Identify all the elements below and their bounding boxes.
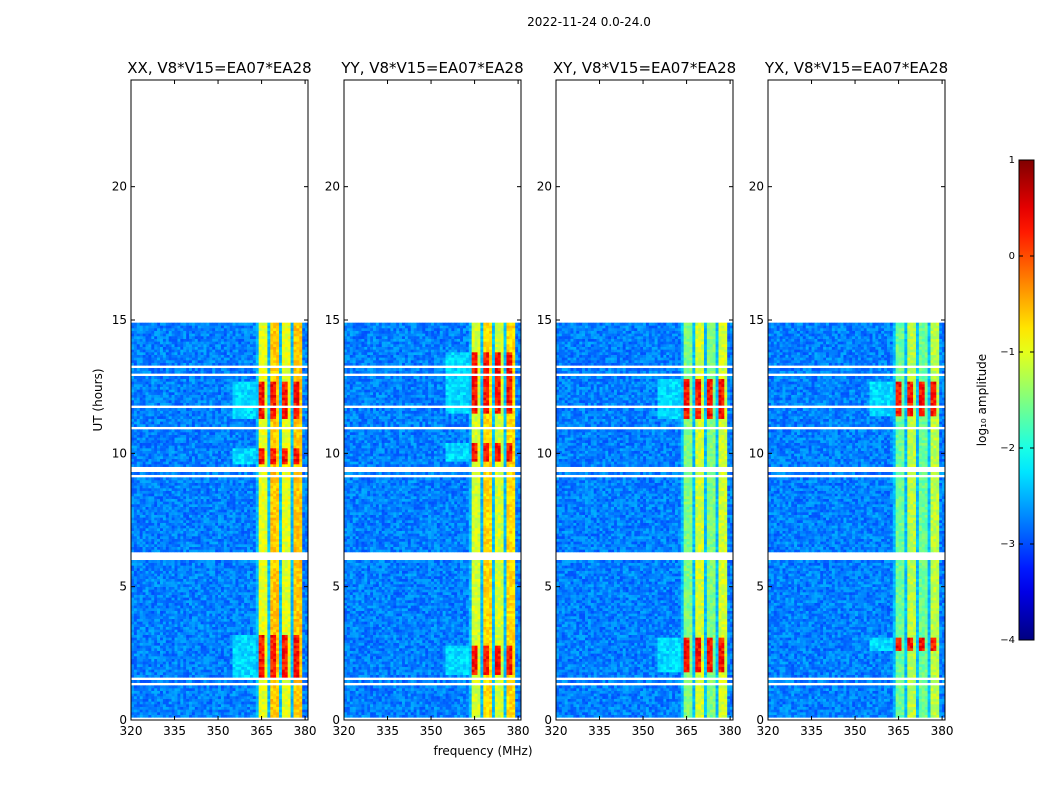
x-tick-label: 350 bbox=[207, 724, 230, 738]
x-tick-label: 365 bbox=[463, 724, 486, 738]
panel-title: XX, V8*V15=EA07*EA28 bbox=[127, 59, 311, 77]
figure-suptitle: 2022-11-24 0.0-24.0 bbox=[527, 15, 651, 29]
x-axis-label: frequency (MHz) bbox=[433, 744, 532, 758]
y-tick-label: 0 bbox=[544, 713, 552, 727]
y-tick-label: 20 bbox=[325, 180, 340, 194]
x-tick-label: 335 bbox=[800, 724, 823, 738]
x-tick-label: 380 bbox=[294, 724, 317, 738]
x-tick-label: 320 bbox=[120, 724, 143, 738]
x-tick-label: 335 bbox=[376, 724, 399, 738]
plot-frame bbox=[767, 79, 946, 721]
y-tick-label: 15 bbox=[537, 313, 552, 327]
colorbar-tick-label: −4 bbox=[1000, 635, 1015, 646]
y-tick-label: 0 bbox=[119, 713, 127, 727]
y-tick-label: 5 bbox=[756, 580, 764, 594]
x-tick-label: 335 bbox=[163, 724, 186, 738]
x-tick-label: 380 bbox=[931, 724, 954, 738]
colorbar-gradient bbox=[1018, 159, 1035, 641]
colorbar: 1 0 −1 −2 −3 −4 bbox=[1000, 155, 1035, 646]
colorbar-tick-label: −1 bbox=[1000, 347, 1015, 358]
panel-3: YX, V8*V15=EA07*EA28 320 335 350 365 380 0 5 10 1… bbox=[749, 59, 954, 738]
y-tick-label: 5 bbox=[544, 580, 552, 594]
colorbar-tick-label: −2 bbox=[1000, 443, 1015, 454]
x-tick-label: 365 bbox=[250, 724, 273, 738]
panel-title: YX, V8*V15=EA07*EA28 bbox=[764, 59, 948, 77]
panel-title: YY, V8*V15=EA07*EA28 bbox=[340, 59, 523, 77]
x-tick-label: 380 bbox=[719, 724, 742, 738]
y-tick-label: 10 bbox=[112, 446, 127, 460]
heatmap-2 bbox=[556, 322, 733, 718]
x-tick-label: 350 bbox=[844, 724, 867, 738]
x-tick-label: 335 bbox=[588, 724, 611, 738]
panels-group: XX, V8*V15=EA07*EA28 320 335 350 365 380 0 5 10 1… bbox=[112, 59, 954, 738]
y-tick-label: 10 bbox=[749, 446, 764, 460]
x-tick-label: 320 bbox=[757, 724, 780, 738]
colorbar-label: log₁₀ amplitude bbox=[975, 354, 989, 446]
x-tick-label: 365 bbox=[675, 724, 698, 738]
y-tick-label: 15 bbox=[325, 313, 340, 327]
y-tick-label: 20 bbox=[537, 180, 552, 194]
y-tick-label: 15 bbox=[112, 313, 127, 327]
y-tick-label: 10 bbox=[537, 446, 552, 460]
plot-frame bbox=[130, 79, 309, 721]
y-tick-label: 15 bbox=[749, 313, 764, 327]
heatmap-1 bbox=[344, 322, 521, 718]
plot-frame bbox=[343, 79, 522, 721]
x-tick-label: 365 bbox=[887, 724, 910, 738]
colorbar-tick-label: −3 bbox=[1000, 539, 1015, 550]
heatmap-0 bbox=[131, 322, 308, 718]
y-tick-label: 0 bbox=[756, 713, 764, 727]
x-tick-label: 320 bbox=[333, 724, 356, 738]
x-tick-label: 380 bbox=[507, 724, 530, 738]
plot-frame bbox=[555, 79, 734, 721]
panel-0: XX, V8*V15=EA07*EA28 320 335 350 365 380 0 5 10 1… bbox=[112, 59, 317, 738]
x-tick-label: 350 bbox=[632, 724, 655, 738]
y-tick-label: 20 bbox=[112, 180, 127, 194]
y-tick-label: 0 bbox=[332, 713, 340, 727]
y-axis-label: UT (hours) bbox=[91, 368, 105, 431]
panel-1: YY, V8*V15=EA07*EA28 320 335 350 365 380 0 5 10 1… bbox=[325, 59, 530, 738]
panel-2: XY, V8*V15=EA07*EA28 320 335 350 365 380 0 5 10 1… bbox=[537, 59, 742, 738]
y-tick-label: 5 bbox=[332, 580, 340, 594]
colorbar-tick-label: 0 bbox=[1009, 251, 1015, 262]
y-tick-label: 5 bbox=[119, 580, 127, 594]
heatmap-3 bbox=[768, 322, 945, 718]
x-tick-label: 320 bbox=[545, 724, 568, 738]
panel-title: XY, V8*V15=EA07*EA28 bbox=[553, 59, 736, 77]
y-tick-label: 10 bbox=[325, 446, 340, 460]
x-tick-label: 350 bbox=[420, 724, 443, 738]
colorbar-tick-label: 1 bbox=[1009, 155, 1015, 166]
y-tick-label: 20 bbox=[749, 180, 764, 194]
